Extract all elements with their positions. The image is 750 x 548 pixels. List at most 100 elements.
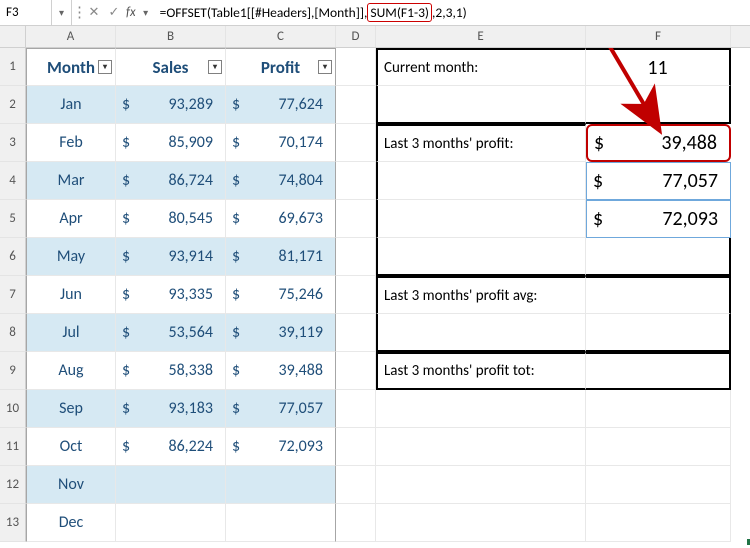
cell-E5[interactable]: [376, 200, 586, 238]
cell-D2[interactable]: [336, 86, 376, 124]
cell-D7[interactable]: [336, 276, 376, 314]
row-header-3[interactable]: 3: [0, 124, 26, 162]
cell-profit-2[interactable]: $77,624: [226, 86, 336, 124]
name-box-dropdown[interactable]: ▾: [52, 0, 72, 25]
cell-profit-5[interactable]: $69,673: [226, 200, 336, 238]
cell-D13[interactable]: [336, 504, 376, 542]
cell-profit-3[interactable]: $70,174: [226, 124, 336, 162]
formula-input[interactable]: =OFFSET(Table1[[#Headers],[Month]],SUM(F…: [154, 3, 750, 22]
fill-handle[interactable]: [746, 538, 750, 546]
cell-D5[interactable]: [336, 200, 376, 238]
select-all-corner[interactable]: [0, 26, 26, 47]
cell-F6[interactable]: [586, 238, 731, 276]
cell-month-12[interactable]: Nov: [26, 466, 116, 504]
cell-F8[interactable]: [586, 314, 731, 352]
cell-F11[interactable]: [586, 428, 731, 466]
row-header-6[interactable]: 6: [0, 238, 26, 276]
cell-F2[interactable]: [586, 86, 731, 124]
cell-F4[interactable]: $77,057: [586, 162, 731, 200]
cell-D1[interactable]: [336, 48, 376, 86]
cell-sales-3[interactable]: $85,909: [116, 124, 226, 162]
col-header-C[interactable]: C: [226, 26, 336, 47]
cell-F12[interactable]: [586, 466, 731, 504]
row-header-5[interactable]: 5: [0, 200, 26, 238]
cell-D11[interactable]: [336, 428, 376, 466]
cell-E13[interactable]: [376, 504, 586, 542]
cell-profit-6[interactable]: $81,171: [226, 238, 336, 276]
cell-F10[interactable]: [586, 390, 731, 428]
row-header-12[interactable]: 12: [0, 466, 26, 504]
cell-current-month-value[interactable]: 11: [586, 48, 731, 86]
cell-sales-10[interactable]: $93,183: [116, 390, 226, 428]
cell-month-8[interactable]: Jul: [26, 314, 116, 352]
cell-month-11[interactable]: Oct: [26, 428, 116, 466]
confirm-icon[interactable]: ✓: [104, 5, 124, 20]
cell-month-3[interactable]: Feb: [26, 124, 116, 162]
cell-sales-5[interactable]: $80,545: [116, 200, 226, 238]
row-header-11[interactable]: 11: [0, 428, 26, 466]
cell-D12[interactable]: [336, 466, 376, 504]
cancel-icon[interactable]: ✕: [84, 5, 104, 20]
filter-icon[interactable]: ▾: [318, 60, 332, 74]
cell-month-4[interactable]: Mar: [26, 162, 116, 200]
col-header-E[interactable]: E: [376, 26, 586, 47]
cell-E3[interactable]: Last 3 months' profit:: [376, 124, 586, 162]
cell-profit-12[interactable]: [226, 466, 336, 504]
cell-E2[interactable]: [376, 86, 586, 124]
cell-E6[interactable]: [376, 238, 586, 276]
cell-F7[interactable]: [586, 276, 731, 314]
cell-month-10[interactable]: Sep: [26, 390, 116, 428]
row-header-9[interactable]: 9: [0, 352, 26, 390]
row-header-4[interactable]: 4: [0, 162, 26, 200]
col-header-D[interactable]: D: [336, 26, 376, 47]
cell-D4[interactable]: [336, 162, 376, 200]
cell-month-6[interactable]: May: [26, 238, 116, 276]
cell-D8[interactable]: [336, 314, 376, 352]
cell-F9[interactable]: [586, 352, 731, 390]
cell-E8[interactable]: [376, 314, 586, 352]
cell-profit-9[interactable]: $39,488: [226, 352, 336, 390]
col-header-F[interactable]: F: [586, 26, 731, 47]
cell-month-2[interactable]: Jan: [26, 86, 116, 124]
cell-F5[interactable]: $72,093: [586, 200, 731, 238]
cell-sales-4[interactable]: $86,724: [116, 162, 226, 200]
filter-icon[interactable]: ▾: [98, 60, 112, 74]
col-header-B[interactable]: B: [116, 26, 226, 47]
cell-month-13[interactable]: Dec: [26, 504, 116, 542]
name-box[interactable]: F3: [0, 0, 52, 25]
cell-sales-2[interactable]: $93,289: [116, 86, 226, 124]
cell-profit-7[interactable]: $75,246: [226, 276, 336, 314]
row-header-2[interactable]: 2: [0, 86, 26, 124]
fx-dropdown-icon[interactable]: ▾: [138, 6, 154, 19]
filter-icon[interactable]: ▾: [208, 60, 222, 74]
cell-profit-11[interactable]: $72,093: [226, 428, 336, 466]
row-header-13[interactable]: 13: [0, 504, 26, 542]
col-header-A[interactable]: A: [26, 26, 116, 47]
cell-profit-10[interactable]: $77,057: [226, 390, 336, 428]
cell-profit-8[interactable]: $39,119: [226, 314, 336, 352]
cell-profit-4[interactable]: $74,804: [226, 162, 336, 200]
cell-E10[interactable]: [376, 390, 586, 428]
cell-D10[interactable]: [336, 390, 376, 428]
cell-E7[interactable]: Last 3 months' profit avg:: [376, 276, 586, 314]
cell-D3[interactable]: [336, 124, 376, 162]
cell-F3[interactable]: $39,488: [586, 124, 731, 162]
cell-D9[interactable]: [336, 352, 376, 390]
row-header-10[interactable]: 10: [0, 390, 26, 428]
table-header-sales[interactable]: Sales ▾: [116, 48, 226, 86]
cell-month-7[interactable]: Jun: [26, 276, 116, 314]
cell-F13[interactable]: [586, 504, 731, 542]
cell-sales-8[interactable]: $53,564: [116, 314, 226, 352]
cell-E12[interactable]: [376, 466, 586, 504]
cell-profit-13[interactable]: [226, 504, 336, 542]
table-header-month[interactable]: Month ▾: [26, 48, 116, 86]
cell-sales-12[interactable]: [116, 466, 226, 504]
row-header-7[interactable]: 7: [0, 276, 26, 314]
cell-E9[interactable]: Last 3 months' profit tot:: [376, 352, 586, 390]
row-header-8[interactable]: 8: [0, 314, 26, 352]
fx-icon[interactable]: fx: [124, 5, 138, 20]
cell-E11[interactable]: [376, 428, 586, 466]
table-header-profit[interactable]: Profit ▾: [226, 48, 336, 86]
cell-D6[interactable]: [336, 238, 376, 276]
cell-E4[interactable]: [376, 162, 586, 200]
